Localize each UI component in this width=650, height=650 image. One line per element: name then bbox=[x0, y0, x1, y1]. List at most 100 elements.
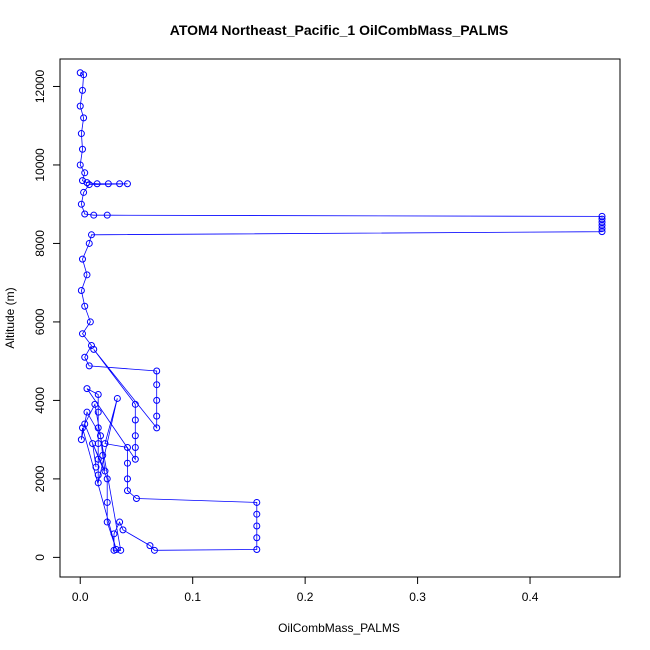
data-point bbox=[86, 318, 94, 326]
data-point bbox=[119, 526, 127, 534]
data-point bbox=[81, 353, 89, 361]
data-point bbox=[104, 180, 112, 188]
data-point bbox=[81, 420, 89, 428]
data-point bbox=[132, 495, 140, 503]
y-axis-label: Altitude (m) bbox=[3, 287, 17, 348]
data-point bbox=[76, 102, 84, 110]
data-point bbox=[76, 161, 84, 169]
data-point bbox=[99, 451, 107, 459]
data-point bbox=[76, 69, 84, 77]
y-tick-label: 2000 bbox=[33, 465, 47, 492]
data-point bbox=[116, 518, 124, 526]
data-point bbox=[153, 381, 161, 389]
data-point bbox=[101, 467, 109, 475]
data-point bbox=[598, 225, 606, 233]
data-point bbox=[83, 385, 91, 393]
data-point bbox=[83, 271, 91, 279]
x-axis-label: OilCombMass_PALMS bbox=[278, 621, 400, 635]
data-point bbox=[90, 211, 98, 219]
data-point bbox=[123, 444, 131, 451]
data-point bbox=[80, 71, 88, 79]
x-tick-label: 0.0 bbox=[72, 590, 89, 604]
data-point bbox=[123, 459, 131, 467]
data-point bbox=[77, 130, 85, 138]
data-point bbox=[78, 424, 86, 432]
data-point bbox=[103, 475, 111, 483]
data-point bbox=[80, 114, 88, 122]
data-point bbox=[123, 487, 131, 495]
data-point bbox=[123, 180, 131, 188]
data-point bbox=[253, 546, 261, 554]
data-point bbox=[131, 400, 139, 408]
data-point bbox=[85, 239, 93, 247]
series-line bbox=[79, 72, 603, 551]
data-point bbox=[150, 546, 158, 554]
data-point bbox=[110, 530, 118, 538]
data-point bbox=[94, 391, 102, 399]
data-point bbox=[103, 498, 111, 506]
data-point bbox=[83, 408, 91, 416]
data-point bbox=[77, 287, 85, 295]
data-point bbox=[131, 432, 139, 440]
data-point bbox=[153, 367, 161, 375]
data-point bbox=[85, 181, 93, 189]
data-point bbox=[112, 546, 120, 554]
y-tick-label: 8000 bbox=[33, 230, 47, 257]
data-point bbox=[87, 231, 95, 239]
data-point bbox=[153, 424, 161, 432]
data-point bbox=[253, 522, 261, 530]
x-tick-label: 0.4 bbox=[522, 590, 539, 604]
data-point bbox=[253, 510, 261, 518]
y-tick-label: 6000 bbox=[33, 308, 47, 335]
data-point bbox=[81, 302, 89, 310]
x-tick-label: 0.1 bbox=[184, 590, 201, 604]
data-point bbox=[131, 455, 139, 463]
data-point bbox=[153, 396, 161, 404]
data-point bbox=[253, 498, 261, 506]
plot-frame bbox=[59, 58, 621, 578]
data-point bbox=[78, 86, 86, 94]
data-point bbox=[94, 408, 102, 416]
data-point bbox=[78, 330, 86, 338]
data-point bbox=[94, 455, 102, 463]
data-point bbox=[94, 479, 102, 487]
x-tick-label: 0.3 bbox=[409, 590, 426, 604]
data-point bbox=[80, 188, 88, 196]
data-point bbox=[87, 341, 95, 349]
y-tick-label: 0 bbox=[33, 554, 47, 561]
data-point bbox=[78, 145, 86, 153]
data-point bbox=[101, 440, 109, 448]
data-point bbox=[85, 362, 93, 370]
data-point bbox=[94, 424, 102, 432]
data-point bbox=[153, 412, 161, 420]
data-point bbox=[90, 345, 98, 353]
y-tick-label: 10000 bbox=[33, 148, 47, 182]
data-point bbox=[81, 169, 89, 177]
y-tick-label: 4000 bbox=[33, 387, 47, 414]
data-point bbox=[113, 394, 121, 402]
data-point bbox=[89, 440, 97, 448]
data-point bbox=[94, 471, 102, 479]
data-point bbox=[81, 210, 89, 218]
data-point bbox=[123, 475, 131, 483]
data-point bbox=[93, 180, 101, 188]
data-point bbox=[131, 444, 139, 451]
data-point bbox=[103, 518, 111, 526]
data-point bbox=[117, 546, 125, 554]
x-axis: 0.0 0.1 0.2 0.3 0.4 bbox=[72, 576, 539, 604]
data-point bbox=[91, 400, 99, 408]
data-point bbox=[77, 436, 85, 444]
data-point bbox=[598, 228, 606, 236]
data-point bbox=[116, 180, 124, 188]
data-point bbox=[103, 211, 111, 219]
data-point bbox=[77, 200, 85, 208]
data-series bbox=[76, 69, 606, 554]
data-point bbox=[146, 542, 154, 550]
data-point bbox=[78, 255, 86, 263]
data-point bbox=[96, 432, 104, 440]
x-tick-label: 0.2 bbox=[297, 590, 314, 604]
y-tick-label: 12000 bbox=[33, 69, 47, 103]
data-point bbox=[92, 463, 100, 471]
y-axis: 0 2000 4000 6000 8000 10000 12000 bbox=[33, 69, 61, 561]
